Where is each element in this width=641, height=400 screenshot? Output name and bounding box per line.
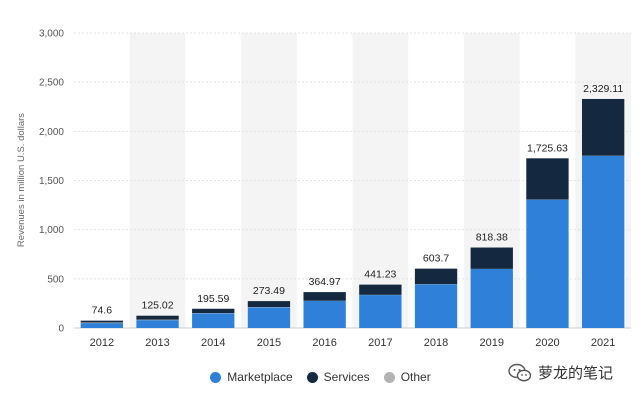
bar-services[interactable] — [192, 308, 235, 313]
legend-item-services[interactable]: Services — [306, 370, 370, 384]
bar-services[interactable] — [359, 284, 402, 295]
bar-marketplace[interactable] — [581, 155, 625, 328]
watermark: 萝龙的笔记 — [508, 362, 613, 383]
y-axis-ticks: 0 500 1,000 1,500 2,000 2,500 3,000 — [39, 29, 64, 335]
bar-marketplace[interactable] — [359, 295, 402, 328]
legend-dot-icon — [210, 371, 222, 383]
legend: Marketplace Services Other — [0, 370, 641, 384]
bar-marketplace[interactable] — [192, 313, 235, 328]
bar-marketplace[interactable] — [303, 300, 346, 328]
wechat-icon — [508, 363, 532, 381]
bar-services[interactable] — [303, 292, 346, 301]
y-tick-label: 2,000 — [39, 127, 64, 138]
legend-dot-icon — [306, 371, 318, 383]
total-data-label: 125.02 — [141, 300, 173, 312]
x-tick-label: 2013 — [145, 337, 169, 349]
y-tick-label: 3,000 — [39, 29, 64, 40]
legend-label: Other — [400, 370, 431, 384]
bar-marketplace[interactable] — [136, 320, 179, 328]
legend-item-marketplace[interactable]: Marketplace — [210, 370, 293, 384]
x-tick-label: 2019 — [480, 337, 504, 349]
total-data-label: 441.23 — [364, 269, 396, 281]
x-tick-label: 2015 — [257, 337, 281, 349]
x-tick-label: 2016 — [312, 337, 336, 349]
total-data-label: 364.97 — [309, 276, 341, 288]
x-tick-label: 2012 — [90, 337, 114, 349]
y-axis-title: Revenues in million U.S. dollars — [16, 113, 27, 247]
data-labels: 74.6 125.02 195.59 273.49 364.97 441.23 603.7 8… — [92, 83, 624, 317]
total-data-label: 2,329.11 — [583, 83, 623, 95]
y-tick-label: 2,500 — [39, 78, 64, 89]
legend-label: Services — [323, 370, 370, 384]
x-tick-label: 2018 — [424, 337, 448, 349]
x-tick-label: 2017 — [368, 337, 392, 349]
column-band — [241, 33, 297, 328]
bar-marketplace[interactable] — [470, 269, 513, 328]
bar-services[interactable] — [526, 158, 569, 200]
x-tick-label: 2014 — [201, 337, 225, 349]
legend-dot-icon — [383, 371, 395, 383]
total-data-label: 818.38 — [476, 232, 508, 244]
legend-label: Marketplace — [227, 370, 293, 384]
bar-other[interactable] — [80, 322, 124, 324]
legend-item-other[interactable]: Other — [383, 370, 431, 384]
bar-marketplace[interactable] — [414, 284, 458, 328]
y-tick-label: 500 — [47, 274, 64, 285]
bar-services[interactable] — [80, 320, 124, 323]
total-data-label: 1,725.63 — [527, 142, 568, 154]
y-tick-label: 1,000 — [39, 225, 64, 236]
x-tick-label: 2021 — [591, 337, 615, 349]
bar-services[interactable] — [470, 247, 513, 269]
bar-services[interactable] — [247, 301, 291, 308]
total-data-label: 603.7 — [423, 253, 449, 265]
bar-services[interactable] — [581, 98, 625, 156]
total-data-label: 195.59 — [197, 293, 229, 305]
total-data-label: 74.6 — [92, 305, 113, 317]
x-tick-label: 2020 — [535, 337, 559, 349]
bar-services[interactable] — [136, 315, 179, 320]
y-tick-label: 0 — [58, 324, 64, 335]
bar-marketplace[interactable] — [247, 307, 291, 328]
y-tick-label: 1,500 — [39, 176, 64, 187]
bar-marketplace[interactable] — [80, 323, 124, 328]
bar-marketplace[interactable] — [526, 199, 569, 328]
total-data-label: 273.49 — [253, 285, 285, 297]
bars — [80, 98, 625, 328]
bar-services[interactable] — [414, 268, 458, 285]
x-axis-ticks: 2012 2013 2014 2015 2016 2017 2018 2019 2020 2021 — [90, 337, 616, 349]
watermark-text: 萝龙的笔记 — [538, 364, 614, 382]
